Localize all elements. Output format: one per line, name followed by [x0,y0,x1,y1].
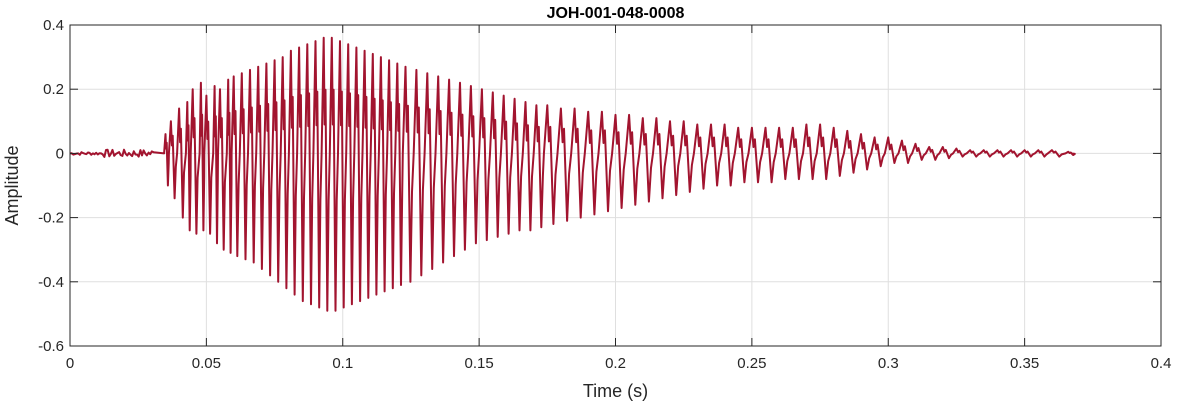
y-axis: 0.4 0.2 0 -0.2 -0.4 -0.6 [38,17,1161,355]
y-tick-label: -0.2 [38,210,64,227]
x-tick-label: 0.4 [1151,355,1172,372]
x-tick-label: 0.15 [465,355,494,372]
y-tick-label: 0.4 [43,17,64,34]
series-line [70,36,1076,312]
chart-title: JOH-001-048-0008 [547,5,685,22]
x-tick-label: 0.25 [737,355,766,372]
x-tick-label: 0 [66,355,74,372]
x-tick-label: 0.05 [192,355,221,372]
x-tick-label: 0.1 [332,355,353,372]
x-axis-label: Time (s) [583,381,648,401]
y-tick-label: -0.4 [38,274,64,291]
y-tick-label: 0.2 [43,81,64,98]
plot-series-group [70,36,1076,312]
x-axis: 0 0.05 0.1 0.15 0.2 0.25 0.3 0.35 0.4 [66,25,1172,372]
y-tick-label: 0 [56,145,64,162]
x-tick-label: 0.3 [878,355,899,372]
x-tick-label: 0.2 [605,355,626,372]
x-tick-label: 0.35 [1010,355,1039,372]
y-tick-label: -0.6 [38,338,64,355]
y-axis-label: Amplitude [2,145,22,225]
